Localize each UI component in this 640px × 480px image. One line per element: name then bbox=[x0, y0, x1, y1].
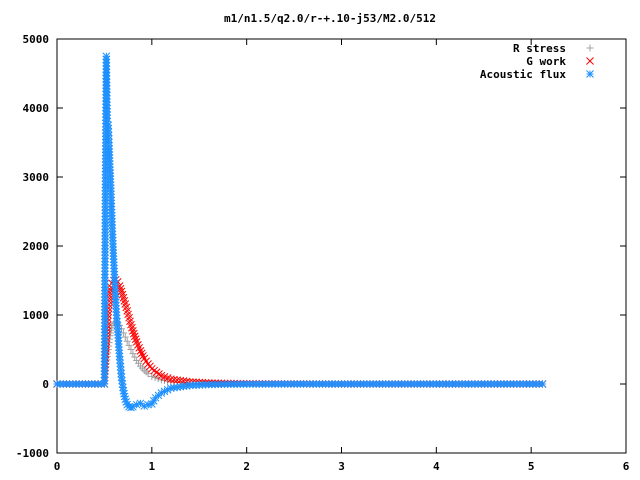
data-point bbox=[139, 352, 147, 360]
data-point bbox=[148, 372, 156, 380]
data-point bbox=[538, 380, 547, 388]
y-tick-label: 0 bbox=[42, 378, 49, 391]
data-point bbox=[144, 370, 152, 378]
y-tick-label: -1000 bbox=[16, 447, 49, 460]
legend-label: Acoustic flux bbox=[480, 68, 566, 81]
series-layer bbox=[53, 52, 547, 412]
y-tick-label: 2000 bbox=[23, 240, 50, 253]
chart-title: m1/n1.5/q2.0/r-+.10-j53/M2.0/512 bbox=[224, 12, 436, 25]
x-tick-label: 5 bbox=[528, 460, 535, 473]
x-tick-label: 2 bbox=[243, 460, 250, 473]
data-point bbox=[123, 337, 131, 345]
axis-ticks: 0 1 2 3 4 5 6 -1000 0 1000 2000 3000 4000 5000 bbox=[16, 33, 630, 473]
data-point bbox=[119, 329, 127, 337]
data-point bbox=[130, 332, 139, 341]
data-point bbox=[125, 341, 133, 349]
y-tick-label: 1000 bbox=[23, 309, 50, 322]
data-point bbox=[166, 375, 175, 384]
data-point bbox=[164, 377, 172, 385]
series-acoustic-flux bbox=[53, 52, 547, 412]
data-point bbox=[127, 346, 135, 353]
plot-frame bbox=[56, 38, 627, 454]
data-point bbox=[121, 333, 129, 341]
data-point bbox=[136, 347, 145, 355]
data-point bbox=[137, 349, 146, 358]
data-point bbox=[129, 329, 138, 338]
data-point bbox=[151, 374, 159, 382]
legend-label: R stress bbox=[513, 42, 566, 55]
data-point bbox=[131, 335, 140, 344]
data-point bbox=[129, 350, 137, 358]
x-tick-label: 6 bbox=[623, 460, 630, 473]
data-point bbox=[170, 375, 178, 384]
x-tick-label: 0 bbox=[54, 460, 61, 473]
data-point bbox=[129, 327, 137, 335]
series-g-work bbox=[53, 275, 547, 388]
series-r-stress bbox=[53, 318, 547, 388]
legend-marker bbox=[586, 70, 594, 78]
legend-label: G work bbox=[526, 55, 566, 68]
legend-marker bbox=[586, 57, 594, 65]
x-tick-label: 4 bbox=[433, 460, 440, 473]
data-point bbox=[176, 376, 185, 385]
y-tick-label: 3000 bbox=[23, 171, 50, 184]
data-point bbox=[173, 376, 181, 384]
x-tick-label: 1 bbox=[149, 460, 156, 473]
y-tick-label: 5000 bbox=[23, 33, 50, 46]
y-tick-label: 4000 bbox=[23, 102, 50, 115]
legend-marker bbox=[586, 44, 594, 52]
x-tick-label: 3 bbox=[338, 460, 345, 473]
